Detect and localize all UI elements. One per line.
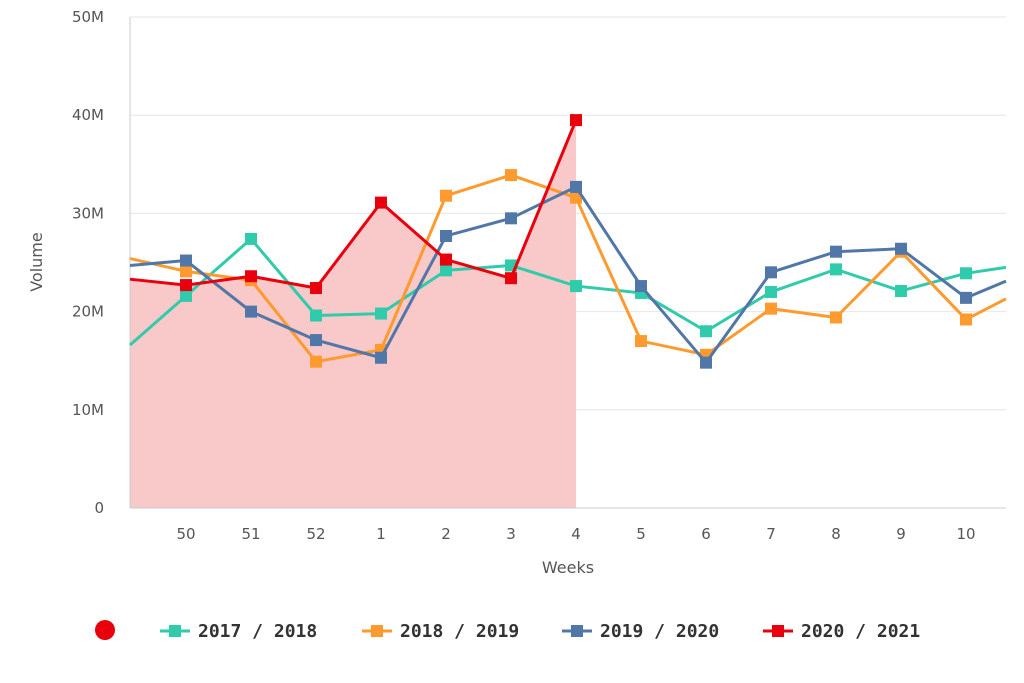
data-point[interactable] bbox=[375, 307, 387, 320]
data-point[interactable] bbox=[310, 355, 322, 368]
data-point[interactable] bbox=[310, 334, 322, 347]
y-tick-label: 20M bbox=[72, 303, 104, 321]
data-point[interactable] bbox=[765, 302, 777, 315]
x-tick-label: 51 bbox=[241, 525, 260, 543]
data-point[interactable] bbox=[310, 282, 322, 295]
series-2017-2018 bbox=[129, 232, 1007, 347]
data-point[interactable] bbox=[180, 289, 192, 302]
data-point[interactable] bbox=[570, 114, 582, 127]
x-tick-label: 7 bbox=[766, 525, 776, 543]
legend-item[interactable]: 2017 / 2018 bbox=[160, 618, 317, 644]
axes bbox=[129, 17, 1006, 509]
legend-item[interactable]: 2019 / 2020 bbox=[562, 618, 719, 644]
y-axis-ticks: 0 10M 20M 30M 40M 50M bbox=[72, 8, 104, 517]
data-point[interactable] bbox=[180, 254, 192, 267]
data-point[interactable] bbox=[960, 267, 972, 280]
data-point[interactable] bbox=[180, 265, 192, 278]
legend: 2017 / 2018 2018 / 2019 2019 / 2020 2020 / … bbox=[0, 612, 1024, 652]
x-axis-title: Weeks bbox=[542, 558, 594, 577]
legend-label: 2018 / 2019 bbox=[400, 620, 520, 642]
data-point[interactable] bbox=[765, 266, 777, 279]
y-axis-title: Volume bbox=[27, 232, 46, 292]
legend-symbol bbox=[763, 625, 793, 637]
legend-label: 2019 / 2020 bbox=[600, 620, 720, 642]
data-point[interactable] bbox=[440, 229, 452, 242]
data-point[interactable] bbox=[180, 279, 192, 292]
data-point[interactable] bbox=[245, 270, 257, 283]
series-2019-2020 bbox=[129, 180, 1007, 369]
x-tick-label: 8 bbox=[831, 525, 841, 543]
series-2020-2021 bbox=[129, 114, 582, 295]
x-tick-label: 10 bbox=[956, 525, 975, 543]
data-point[interactable] bbox=[440, 264, 452, 277]
y-tick-label: 50M bbox=[72, 8, 104, 26]
data-point[interactable] bbox=[505, 169, 517, 182]
data-point[interactable] bbox=[830, 263, 842, 276]
x-tick-label: 9 bbox=[896, 525, 906, 543]
data-point[interactable] bbox=[570, 280, 582, 293]
data-point[interactable] bbox=[960, 313, 972, 326]
data-point[interactable] bbox=[505, 212, 517, 225]
data-point[interactable] bbox=[375, 351, 387, 364]
x-tick-label: 1 bbox=[376, 525, 386, 543]
legend-symbol bbox=[562, 625, 592, 637]
series-line bbox=[129, 119, 578, 290]
data-point[interactable] bbox=[960, 291, 972, 304]
data-point[interactable] bbox=[895, 284, 907, 297]
data-point[interactable] bbox=[440, 189, 452, 202]
data-point[interactable] bbox=[700, 325, 712, 338]
legend-indicator-dot bbox=[95, 620, 115, 640]
x-tick-label: 5 bbox=[636, 525, 646, 543]
data-point[interactable] bbox=[245, 232, 257, 245]
y-tick-label: 0 bbox=[94, 499, 104, 517]
legend-item[interactable]: 2020 / 2021 bbox=[763, 618, 920, 644]
y-tick-label: 10M bbox=[72, 401, 104, 419]
data-point[interactable] bbox=[310, 309, 322, 322]
data-point[interactable] bbox=[635, 335, 647, 348]
legend-symbol bbox=[362, 625, 392, 637]
y-tick-label: 30M bbox=[72, 204, 104, 222]
legend-symbol bbox=[160, 625, 190, 637]
x-tick-label: 50 bbox=[176, 525, 195, 543]
legend-label: 2017 / 2018 bbox=[198, 620, 318, 642]
data-point[interactable] bbox=[440, 253, 452, 266]
legend-label: 2020 / 2021 bbox=[801, 620, 921, 642]
series-group bbox=[129, 114, 1007, 369]
x-tick-label: 2 bbox=[441, 525, 451, 543]
legend-item[interactable]: 2018 / 2019 bbox=[362, 618, 519, 644]
y-tick-label: 40M bbox=[72, 106, 104, 124]
line-chart: 0 10M 20M 30M 40M 50M 50 51 52 1 2 3 4 5 6 7 8 9 10 Weeks… bbox=[27, 8, 1007, 577]
x-axis-ticks: 50 51 52 1 2 3 4 5 6 7 8 9 10 bbox=[176, 525, 975, 543]
data-point[interactable] bbox=[570, 180, 582, 193]
data-point[interactable] bbox=[700, 356, 712, 369]
data-point[interactable] bbox=[570, 191, 582, 204]
data-point[interactable] bbox=[830, 245, 842, 258]
data-point[interactable] bbox=[830, 311, 842, 324]
x-tick-label: 6 bbox=[701, 525, 711, 543]
x-tick-label: 4 bbox=[571, 525, 581, 543]
data-point[interactable] bbox=[245, 305, 257, 318]
data-point[interactable] bbox=[505, 272, 517, 285]
data-point[interactable] bbox=[765, 285, 777, 298]
x-tick-label: 3 bbox=[506, 525, 516, 543]
data-point[interactable] bbox=[375, 196, 387, 209]
x-tick-label: 52 bbox=[306, 525, 325, 543]
data-point[interactable] bbox=[635, 280, 647, 293]
data-point[interactable] bbox=[895, 242, 907, 255]
